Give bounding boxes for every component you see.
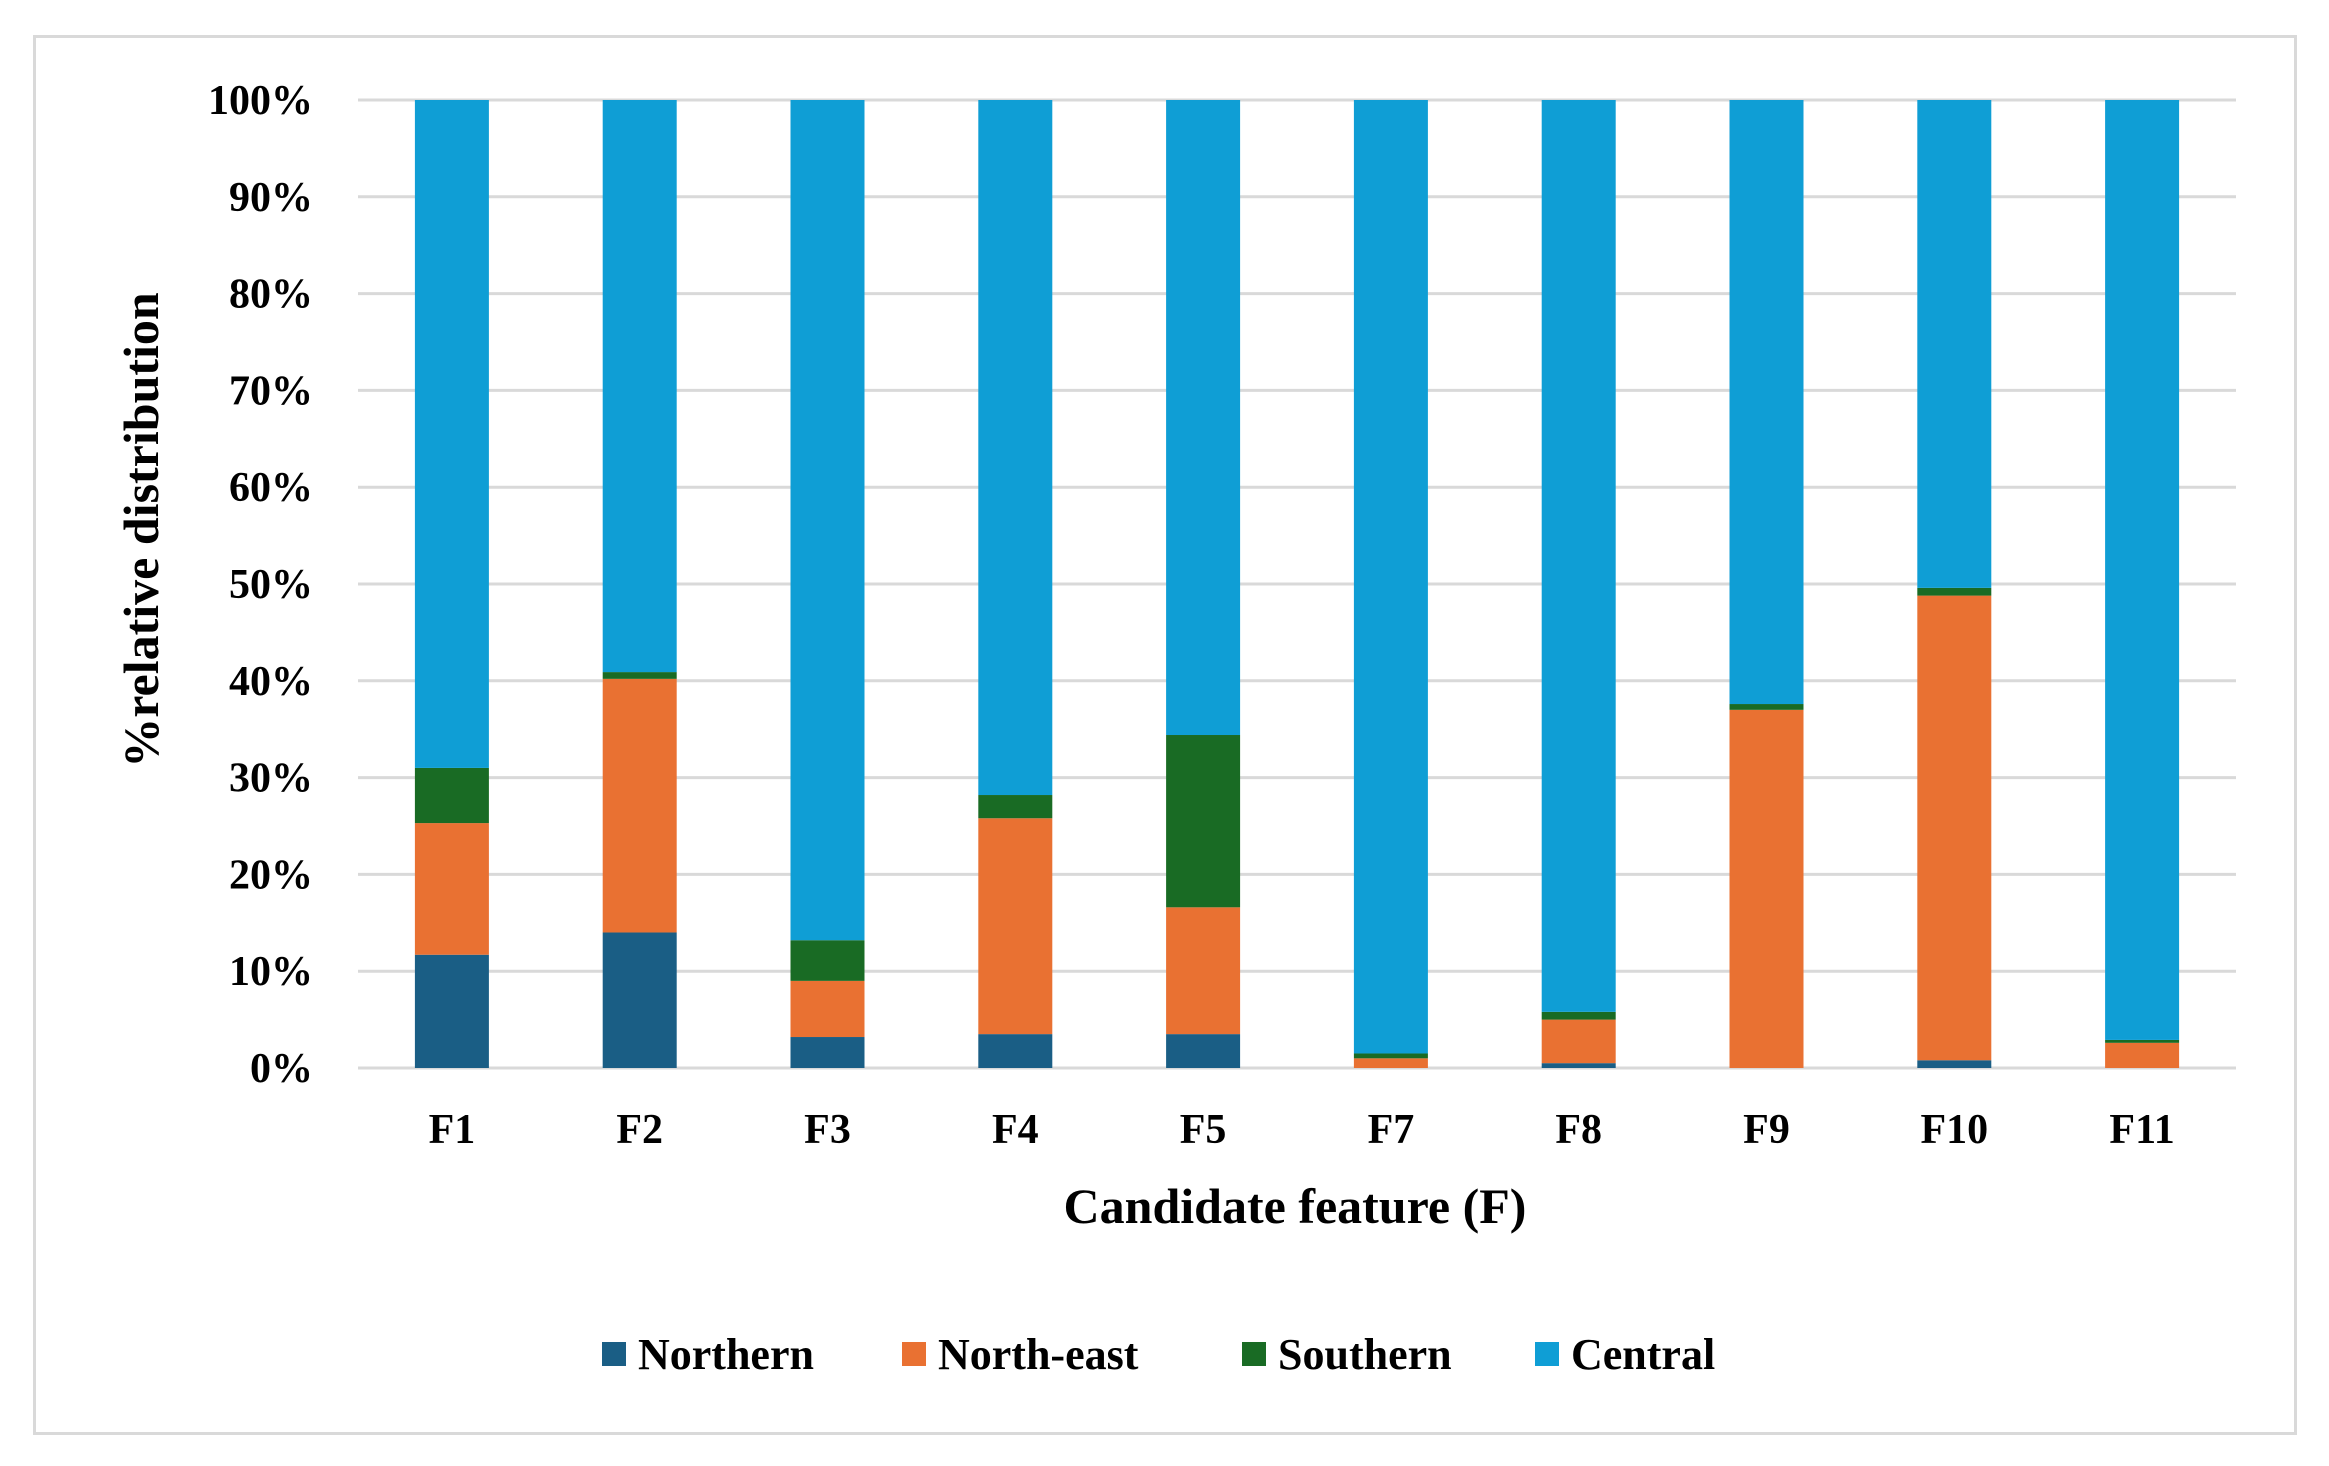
x-tick-label: F9	[1743, 1107, 1790, 1153]
bar-f8-northern	[1541, 1063, 1616, 1068]
bar-f1-north-east	[414, 823, 489, 955]
y-tick-label: 20%	[229, 852, 313, 898]
y-tick-label: 100%	[208, 78, 313, 124]
x-axis-title: Candidate feature (F)	[1064, 1178, 1527, 1234]
bar-f7-central	[1353, 100, 1428, 1054]
legend-swatch-north-east	[902, 1342, 926, 1366]
bar-f2-north-east	[602, 678, 677, 933]
legend: Northern North-east Southern Central	[602, 1330, 1715, 1379]
x-tick-label: F1	[429, 1107, 476, 1153]
bar-f9-north-east	[1729, 709, 1804, 1068]
x-tick-label: F10	[1920, 1107, 1988, 1153]
bar-f4-central	[978, 100, 1053, 796]
bar-f8-north-east	[1541, 1019, 1616, 1064]
bar-f11-north-east	[2105, 1042, 2180, 1068]
y-tick-label: 40%	[229, 659, 313, 705]
legend-label: Southern	[1278, 1330, 1452, 1379]
legend-label: North-east	[938, 1330, 1139, 1379]
legend-swatch-southern	[1242, 1342, 1266, 1366]
x-tick-label: F4	[992, 1107, 1039, 1153]
y-tick-label: 10%	[229, 949, 313, 995]
bar-f1-southern	[414, 767, 489, 824]
x-tick-label: F3	[804, 1107, 851, 1153]
x-tick-label: F8	[1555, 1107, 1602, 1153]
legend-swatch-northern	[602, 1342, 626, 1366]
bar-f3-northern	[790, 1037, 865, 1068]
bar-f2-southern	[602, 672, 677, 679]
bar-f7-north-east	[1353, 1058, 1428, 1068]
bar-f1-central	[414, 100, 489, 768]
legend-label: Northern	[638, 1330, 814, 1379]
bar-f3-central	[790, 100, 865, 941]
y-tick-label: 80%	[229, 272, 313, 318]
bar-f11-southern	[2105, 1039, 2180, 1043]
bar-f8-central	[1541, 100, 1616, 1012]
bar-f1-northern	[414, 954, 489, 1068]
y-tick-label: 70%	[229, 368, 313, 414]
x-tick-label: F2	[616, 1107, 663, 1153]
bar-f3-southern	[790, 940, 865, 981]
bar-f10-northern	[1917, 1060, 1992, 1068]
x-tick-label: F5	[1180, 1107, 1227, 1153]
bar-f2-northern	[602, 932, 677, 1068]
legend-label: Central	[1571, 1330, 1715, 1379]
bar-f4-north-east	[978, 818, 1053, 1035]
bars	[414, 100, 2180, 1068]
bar-f10-north-east	[1917, 595, 1992, 1061]
bar-f5-central	[1166, 100, 1241, 736]
y-tick-label: 0%	[250, 1046, 313, 1092]
bar-f9-southern	[1729, 704, 1804, 710]
y-tick-label: 30%	[229, 756, 313, 802]
bar-f4-northern	[978, 1034, 1053, 1068]
bar-f5-northern	[1166, 1034, 1241, 1068]
x-axis-ticks: F1 F2 F3 F4 F5 F7 F8 F9 F10 F11	[429, 1107, 2175, 1153]
bar-f8-southern	[1541, 1011, 1616, 1020]
y-tick-label: 50%	[229, 562, 313, 608]
x-tick-label: F11	[2109, 1107, 2174, 1153]
bar-f2-central	[602, 100, 677, 673]
bar-f11-central	[2105, 100, 2180, 1040]
y-tick-label: 90%	[229, 175, 313, 221]
x-tick-label: F7	[1368, 1107, 1415, 1153]
bar-f9-central	[1729, 100, 1804, 705]
bar-f5-north-east	[1166, 907, 1241, 1035]
legend-swatch-central	[1535, 1342, 1559, 1366]
bar-f5-southern	[1166, 735, 1241, 908]
bar-f10-southern	[1917, 587, 1992, 596]
y-axis-title: %relative distribution	[113, 292, 169, 768]
bar-f7-southern	[1353, 1053, 1428, 1059]
bar-f4-southern	[978, 795, 1053, 819]
bar-f3-north-east	[790, 980, 865, 1038]
y-axis-ticks: 0% 10% 20% 30% 40% 50% 60% 70% 80% 90% 100%	[208, 78, 313, 1092]
y-tick-label: 60%	[229, 465, 313, 511]
bar-f10-central	[1917, 100, 1992, 588]
